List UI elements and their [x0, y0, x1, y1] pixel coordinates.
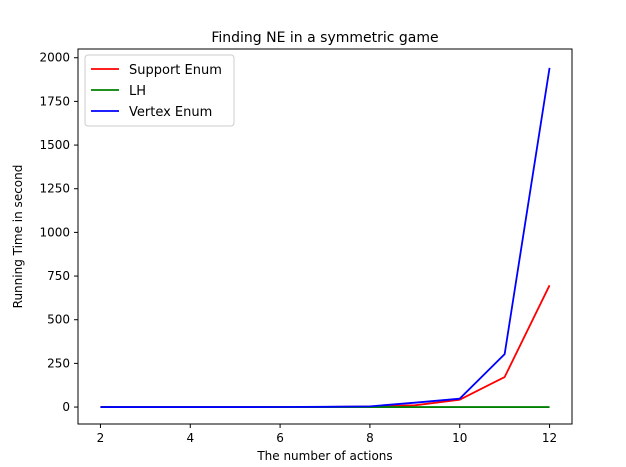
legend-label: LH: [129, 84, 146, 99]
y-tick-label: 1000: [39, 225, 70, 239]
plot-frame: [77, 48, 573, 425]
y-tick-label: 500: [47, 313, 70, 327]
y-tick-label: 2000: [39, 51, 70, 65]
y-tick-label: 1750: [39, 94, 70, 108]
legend: Support Enum LH Vertex Enum: [84, 54, 235, 127]
legend-label: Support Enum: [129, 63, 222, 78]
series-line-vertex-enum: [100, 67, 551, 408]
x-tick-label: 8: [366, 431, 374, 445]
x-tick-label: 12: [542, 431, 557, 445]
chart-title: Finding NE in a symmetric game: [211, 30, 438, 46]
x-tick-label: 2: [97, 431, 105, 445]
x-tick-label: 6: [276, 431, 284, 445]
y-tick-label: 0: [62, 400, 70, 414]
series-layer: [100, 67, 551, 408]
y-tick-label: 750: [47, 269, 70, 283]
x-tick-label: 10: [452, 431, 467, 445]
y-axis-ticks: 0 250 500 750 1000 1250 1500 1750 2000: [39, 51, 78, 414]
y-tick-label: 250: [47, 356, 70, 370]
legend-label: Vertex Enum: [129, 105, 212, 120]
x-tick-label: 4: [186, 431, 194, 445]
y-tick-label: 1250: [39, 182, 70, 196]
y-axis-label: Running Time in second: [11, 165, 25, 309]
x-axis-ticks: 2 4 6 8 10 12: [97, 424, 557, 445]
y-tick-label: 1500: [39, 138, 70, 152]
x-axis-label: The number of actions: [256, 449, 392, 463]
legend-box: [84, 54, 235, 127]
